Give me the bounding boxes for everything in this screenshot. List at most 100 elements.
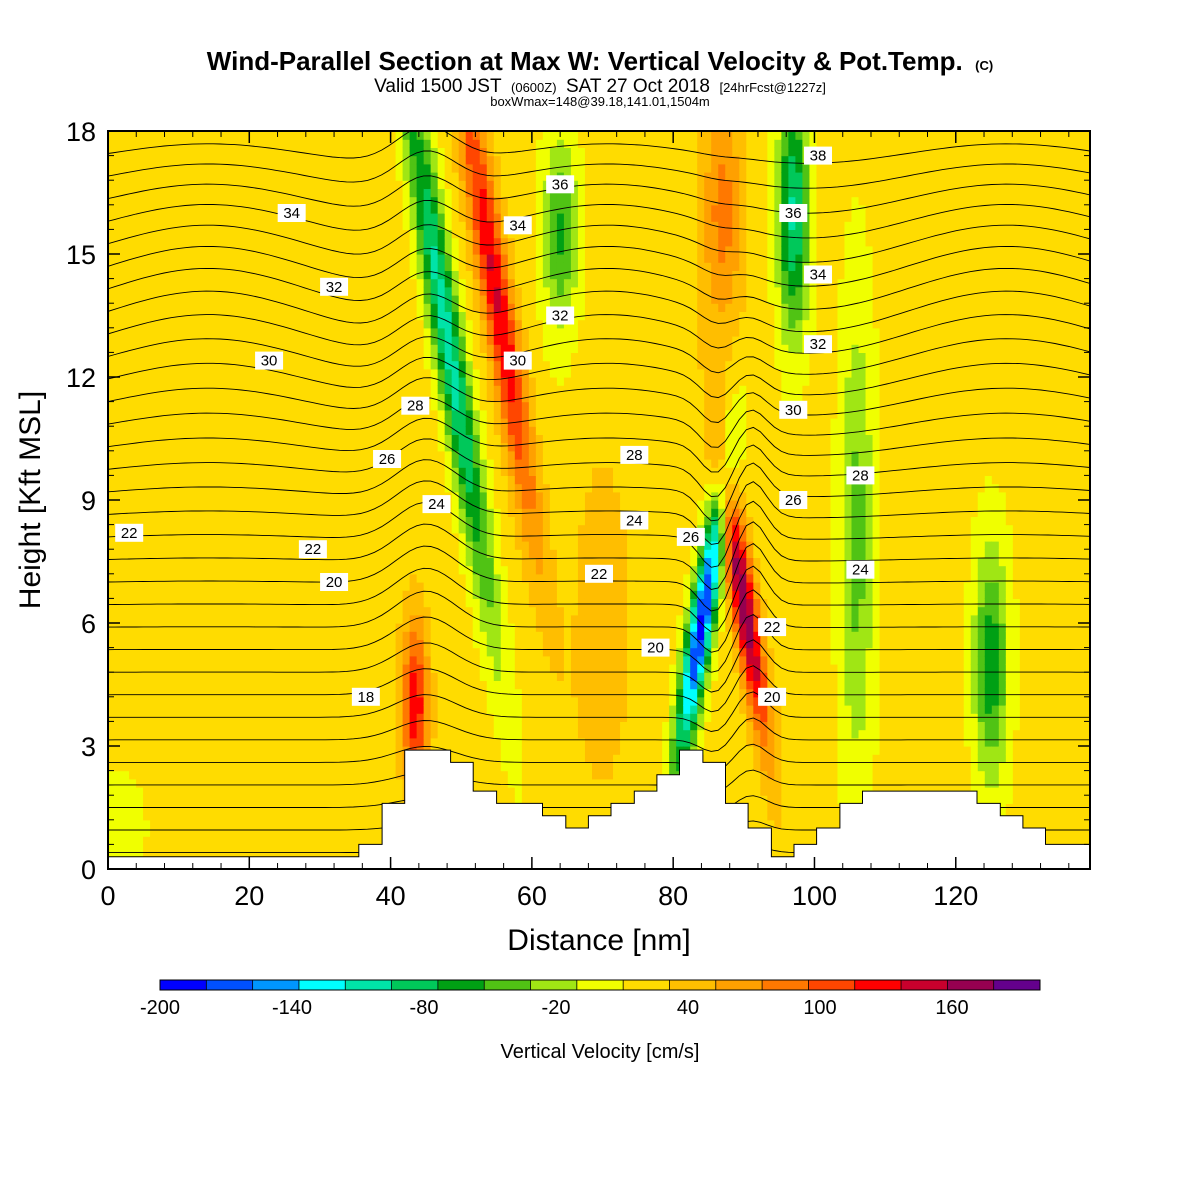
velocity-cell — [318, 352, 327, 362]
velocity-cell — [115, 221, 123, 230]
velocity-cell — [437, 147, 446, 157]
velocity-cell — [143, 442, 151, 452]
velocity-cell — [367, 762, 376, 772]
velocity-cell — [220, 500, 228, 509]
velocity-cell — [465, 131, 474, 140]
velocity-cell — [423, 590, 432, 599]
velocity-cell — [129, 131, 137, 140]
velocity-cell — [402, 606, 411, 616]
velocity-cell — [262, 746, 270, 755]
velocity-cell — [248, 286, 256, 296]
velocity-cell — [332, 713, 341, 722]
velocity-cell — [465, 245, 474, 255]
velocity-cell — [437, 565, 446, 575]
velocity-cell — [234, 262, 242, 271]
velocity-cell — [479, 746, 488, 755]
velocity-cell — [409, 467, 418, 476]
velocity-cell — [248, 606, 256, 616]
velocity-cell — [227, 483, 235, 493]
velocity-cell — [164, 729, 172, 739]
velocity-cell — [416, 606, 425, 616]
velocity-cell — [451, 639, 460, 649]
velocity-cell — [269, 606, 277, 616]
velocity-cell — [395, 295, 404, 304]
velocity-cell — [479, 426, 488, 435]
velocity-cell — [269, 131, 277, 140]
velocity-cell — [220, 450, 228, 460]
velocity-cell — [234, 368, 242, 378]
velocity-cell — [374, 623, 383, 632]
velocity-cell — [430, 327, 439, 337]
velocity-cell — [241, 188, 249, 198]
velocity-cell — [304, 696, 313, 706]
velocity-cell — [437, 303, 446, 312]
velocity-cell — [444, 131, 453, 140]
velocity-cell — [276, 770, 284, 780]
velocity-cell — [479, 229, 488, 239]
velocity-cell — [304, 467, 313, 476]
velocity-cell — [115, 172, 123, 181]
velocity-cell — [108, 172, 116, 181]
velocity-cell — [360, 549, 369, 558]
velocity-cell — [472, 500, 481, 509]
velocity-cell — [388, 147, 397, 157]
velocity-cell — [437, 442, 446, 452]
velocity-cell — [115, 459, 123, 468]
velocity-cell — [269, 557, 277, 567]
velocity-cell — [416, 688, 425, 698]
velocity-cell — [402, 418, 411, 427]
velocity-cell — [171, 131, 179, 140]
velocity-cell — [304, 582, 313, 591]
velocity-cell — [444, 582, 453, 591]
velocity-cell — [213, 680, 221, 690]
velocity-cell — [472, 295, 481, 304]
velocity-cell — [430, 467, 439, 476]
velocity-cell — [304, 844, 313, 854]
velocity-cell — [332, 393, 341, 403]
velocity-cell — [318, 237, 327, 247]
velocity-cell — [276, 573, 284, 583]
velocity-cell — [395, 606, 404, 616]
velocity-cell — [108, 467, 116, 476]
velocity-cell — [122, 655, 130, 665]
velocity-cell — [395, 434, 404, 444]
velocity-cell — [360, 459, 369, 468]
velocity-cell — [255, 303, 263, 312]
velocity-cell — [115, 467, 123, 476]
velocity-cell — [269, 819, 277, 829]
velocity-cell — [297, 180, 305, 189]
velocity-cell — [220, 270, 228, 280]
velocity-cell — [234, 631, 242, 640]
velocity-cell — [311, 196, 320, 206]
velocity-cell — [388, 360, 397, 370]
velocity-cell — [157, 442, 165, 452]
velocity-cell — [318, 647, 327, 657]
velocity-cell — [269, 647, 277, 657]
velocity-cell — [178, 754, 186, 763]
velocity-cell — [381, 647, 390, 657]
velocity-cell — [318, 795, 327, 804]
velocity-cell — [220, 262, 228, 271]
velocity-cell — [290, 172, 298, 181]
velocity-cell — [276, 319, 284, 329]
velocity-cell — [346, 377, 355, 386]
velocity-cell — [311, 795, 320, 804]
velocity-cell — [451, 516, 460, 526]
velocity-cell — [381, 762, 390, 772]
velocity-cell — [472, 352, 481, 362]
velocity-cell — [269, 139, 277, 148]
velocity-cell — [458, 213, 467, 222]
velocity-cell — [346, 754, 355, 763]
velocity-cell — [332, 295, 341, 304]
velocity-cell — [374, 746, 383, 755]
velocity-cell — [360, 631, 369, 640]
velocity-cell — [311, 401, 320, 411]
velocity-cell — [402, 696, 411, 706]
velocity-cell — [304, 787, 313, 796]
velocity-cell — [395, 352, 404, 362]
velocity-cell — [241, 516, 249, 526]
velocity-cell — [472, 344, 481, 353]
velocity-cell — [311, 385, 320, 394]
velocity-cell — [388, 491, 397, 501]
velocity-cell — [367, 147, 376, 157]
